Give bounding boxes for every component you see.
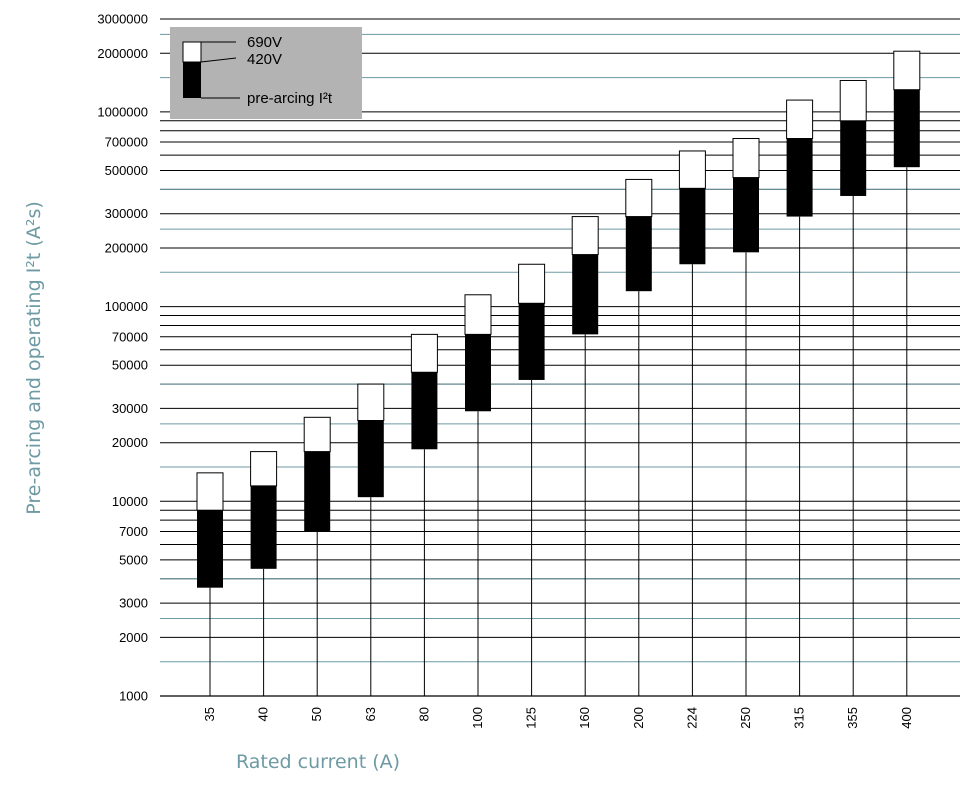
y-tick-label: 5000 [119,552,148,567]
bar-420v-125 [518,303,545,380]
x-tick-label-50: 50 [309,707,324,721]
y-tick-label: 1000 [119,689,148,704]
y-tick-label: 1000000 [97,104,148,119]
x-tick-label-250: 250 [738,707,753,729]
bar-690v-400 [893,50,921,91]
bar-420v-50 [304,451,331,532]
legend-leader-420v [200,57,237,63]
gridlines [160,18,960,697]
y-tick-label: 30000 [112,401,148,416]
legend: 690V 420V pre-arcing I²t [170,27,362,119]
y-tick-label: 3000000 [97,12,148,27]
bar-420v-355 [840,120,867,196]
bar-420v-63 [357,420,384,498]
legend-swatch-690v [182,41,202,63]
bar-690v-100 [464,294,492,335]
x-tick-label-63: 63 [363,707,378,721]
x-tick-label-125: 125 [524,707,539,729]
bar-690v-80 [410,333,438,373]
y-tick-label: 2000 [119,630,148,645]
bar-690v-125 [518,263,546,304]
bar-690v-224 [678,150,706,189]
bar-420v-315 [786,138,813,217]
y-tick-label: 700000 [105,135,148,150]
bar-420v-200 [625,216,652,292]
bar-420v-224 [679,188,706,265]
bar-420v-80 [411,372,438,450]
bar-690v-200 [625,178,653,218]
bar-420v-160 [572,254,599,335]
x-axis-tick-labels: 35 40 50 63 80 100 125 160 200 224 250 315 355 400 [202,707,914,729]
y-tick-label: 500000 [105,163,148,178]
y-tick-label: 20000 [112,435,148,450]
y-tick-label: 300000 [105,206,148,221]
legend-label-prearcing: pre-arcing I²t [247,90,333,107]
x-tick-label-40: 40 [256,707,271,721]
y-tick-label: 70000 [112,329,148,344]
y-tick-label: 50000 [112,358,148,373]
bar-690v-250 [732,138,760,179]
bar-420v-100 [465,334,491,412]
y-tick-label: 7000 [119,524,148,539]
x-tick-label-80: 80 [416,707,431,721]
y-tick-label: 10000 [112,494,148,509]
x-tick-label-400: 400 [899,707,914,729]
x-axis-title: Rated current (A) [236,751,400,773]
category-stems [209,167,908,696]
bar-690v-40 [250,451,278,487]
y-axis-title: Pre-arcing and operating I²t (A²s) [23,201,45,515]
y-tick-label: 2000000 [97,46,148,61]
x-tick-label-224: 224 [684,707,699,729]
y-tick-label: 3000 [119,596,148,611]
x-tick-label-200: 200 [631,707,646,729]
y-tick-label: 200000 [105,240,148,255]
bar-420v-400 [893,89,920,168]
bar-690v-63 [357,383,385,422]
bar-690v-160 [571,216,599,256]
legend-label-690v: 690V [247,34,282,51]
legend-swatch-420v [183,62,201,98]
bars [196,50,921,588]
x-tick-label-355: 355 [845,707,860,729]
bar-420v-250 [733,177,759,253]
x-tick-label-160: 160 [577,707,592,729]
bar-690v-355 [839,79,867,122]
x-tick-label-100: 100 [470,707,485,729]
y-axis-tick-labels: 3000000 2000000 1000000 700000 500000 300000 2… [97,12,148,704]
x-tick-label-35: 35 [202,707,217,721]
bar-690v-35 [196,472,224,511]
bar-420v-40 [250,485,277,569]
bar-420v-35 [197,510,223,588]
x-tick-label-315: 315 [792,707,807,729]
legend-label-420v: 420V [247,51,282,68]
y-tick-label: 100000 [105,299,148,314]
bar-690v-315 [786,99,814,140]
bar-690v-50 [303,416,331,453]
